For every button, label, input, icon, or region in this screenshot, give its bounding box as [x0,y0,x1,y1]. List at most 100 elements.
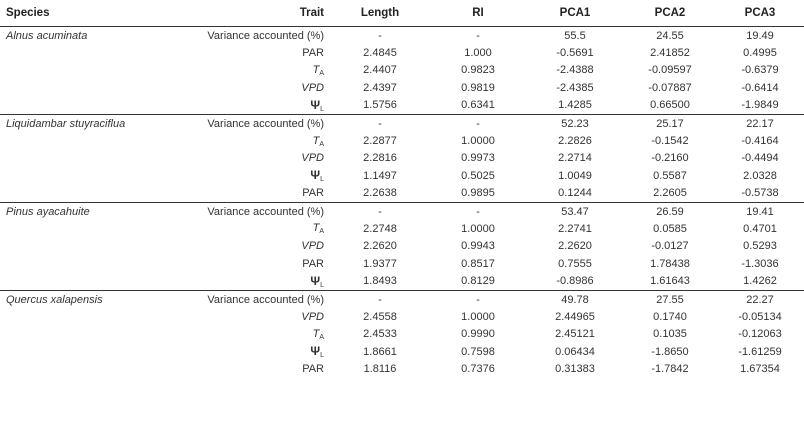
trait-cell: PAR [182,44,330,61]
table-row: ΨL 1.5756 0.6341 1.4285 0.66500 -1.9849 [0,97,804,115]
pca3-cell: 19.41 [716,201,804,221]
pca2-cell: -1.8650 [651,345,689,358]
trait-label: T [312,222,320,235]
trait-label: PAR [302,363,324,376]
pca2-cell: 0.1035 [653,328,687,341]
trait-label: PAR [302,47,324,60]
pca2-cell: 0.5587 [653,169,687,182]
trait-label: Ψ [310,344,321,359]
header-trait: Trait [182,0,330,27]
pca2-cell: 25.17 [624,113,716,133]
trait-subscript: L [320,105,324,113]
pca3-cell: -1.9849 [741,99,779,112]
table-row: TA 2.2877 1.0000 2.2826 -0.1542 -0.4164 [0,132,804,149]
table-row: PAR 1.9377 0.8517 0.7555 1.78438 -1.3036 [0,255,804,272]
species-cell [0,97,182,115]
pca3-cell: -0.6379 [741,64,779,77]
table-row: VPD 2.2816 0.9973 2.2714 -0.2160 -0.4494 [0,150,804,167]
pca2-cell: 24.55 [656,29,684,42]
trait-cell: VPD [182,308,330,325]
table-row: TA 2.4407 0.9823 -2.4388 -0.09597 -0.6379 [0,62,804,79]
trait-subscript: A [319,140,324,148]
trait-subscript: A [319,228,324,236]
pca3-cell: -0.05134 [738,310,782,323]
pca2-cell: 26.59 [624,201,716,221]
ri-cell: 0.9973 [461,152,495,165]
pca1-cell: 1.4285 [558,99,592,112]
pca1-cell: 2.44965 [555,310,595,323]
species-cell [0,343,182,360]
pca1-cell: 0.7555 [558,257,592,270]
ri-cell: 0.8129 [461,275,495,288]
trait-label: Variance accounted (%) [207,205,324,218]
pca3-cell: 22.27 [716,289,804,309]
ri-cell: 0.5025 [461,169,495,182]
length-cell: 2.2816 [363,152,397,165]
trait-label: Ψ [310,168,321,183]
species-cell [0,326,182,343]
pca1-cell: 0.1244 [558,187,592,200]
table-header: Species Trait Length RI PCA1 PCA2 PCA3 [0,0,804,27]
species-cell [0,272,182,290]
pca1-cell: 2.2826 [558,135,592,148]
length-cell: 1.8116 [363,363,397,376]
table-row: ΨL 1.8661 0.7598 0.06434 -1.8650 -1.61259 [0,343,804,360]
pca2-cell: -1.7842 [651,363,689,376]
pca1-cell: 1.0049 [558,169,592,182]
length-cell: 2.2877 [363,135,397,148]
trait-label: Variance accounted (%) [207,29,324,42]
trait-label: T [312,327,320,340]
ri-cell: - [430,113,526,133]
species-cell: Quercus xalapensis [0,289,182,309]
table-row: TA 2.4533 0.9990 2.45121 0.1035 -0.12063 [0,326,804,343]
species-cell [0,62,182,79]
species-cell [0,44,182,61]
table-row: VPD 2.2620 0.9943 2.2620 -0.0127 0.5293 [0,238,804,255]
pca3-cell: -0.4494 [741,152,779,165]
pca2-cell: 1.61643 [650,275,690,288]
pca2-cell: 2.41852 [650,47,690,60]
trait-cell: VPD [182,79,330,96]
pca3-cell: -0.12063 [738,328,782,341]
trait-cell: TA [182,326,330,343]
trait-cell: Variance accounted (%) [182,201,330,221]
pca3-cell: 19.49 [746,29,774,42]
length-cell: 1.9377 [363,257,397,270]
ri-cell: 0.9819 [461,81,495,94]
length-cell: 2.2638 [363,187,397,200]
ri-cell: 1.0000 [461,135,495,148]
pca1-cell: 0.06434 [555,345,595,358]
species-cell [0,360,182,377]
ri-cell: 0.9895 [461,187,495,200]
table-row: ΨL 1.8493 0.8129 -0.8986 1.61643 1.4262 [0,272,804,290]
pca3-cell: -1.61259 [738,345,782,358]
trait-cell: Variance accounted (%) [182,113,330,133]
trait-cell: Variance accounted (%) [182,27,330,45]
length-cell: 2.2620 [363,240,397,253]
table-row: PAR 2.4845 1.000 -0.5691 2.41852 0.4995 [0,44,804,61]
trait-label: PAR [302,187,324,200]
ri-cell: 0.7598 [461,345,495,358]
pca2-cell: -0.0127 [651,240,689,253]
table-row: VPD 2.4558 1.0000 2.44965 0.1740 -0.05134 [0,308,804,325]
pca1-cell: -0.8986 [556,275,594,288]
pca1-cell: 49.78 [526,289,624,309]
pca3-cell: 1.4262 [743,275,777,288]
trait-label: VPD [301,81,324,94]
length-cell: 1.8661 [363,345,397,358]
pca3-cell: 0.4701 [743,222,777,235]
trait-label: Ψ [310,97,321,112]
trait-cell: ΨL [182,272,330,290]
pca1-cell: 2.2714 [558,152,592,165]
table-row: Quercus xalapensis Variance accounted (%)… [0,289,804,309]
ri-cell: 0.8517 [461,257,495,270]
pca2-cell: 2.2605 [653,187,687,200]
trait-label: Variance accounted (%) [207,117,324,130]
trait-label: VPD [301,152,324,165]
ri-cell: 1.000 [464,47,492,60]
header-length: Length [330,0,430,27]
header-row: Species Trait Length RI PCA1 PCA2 PCA3 [0,0,804,27]
ri-cell: - [476,29,480,42]
trait-cell: PAR [182,360,330,377]
ri-cell: 0.6341 [461,99,495,112]
